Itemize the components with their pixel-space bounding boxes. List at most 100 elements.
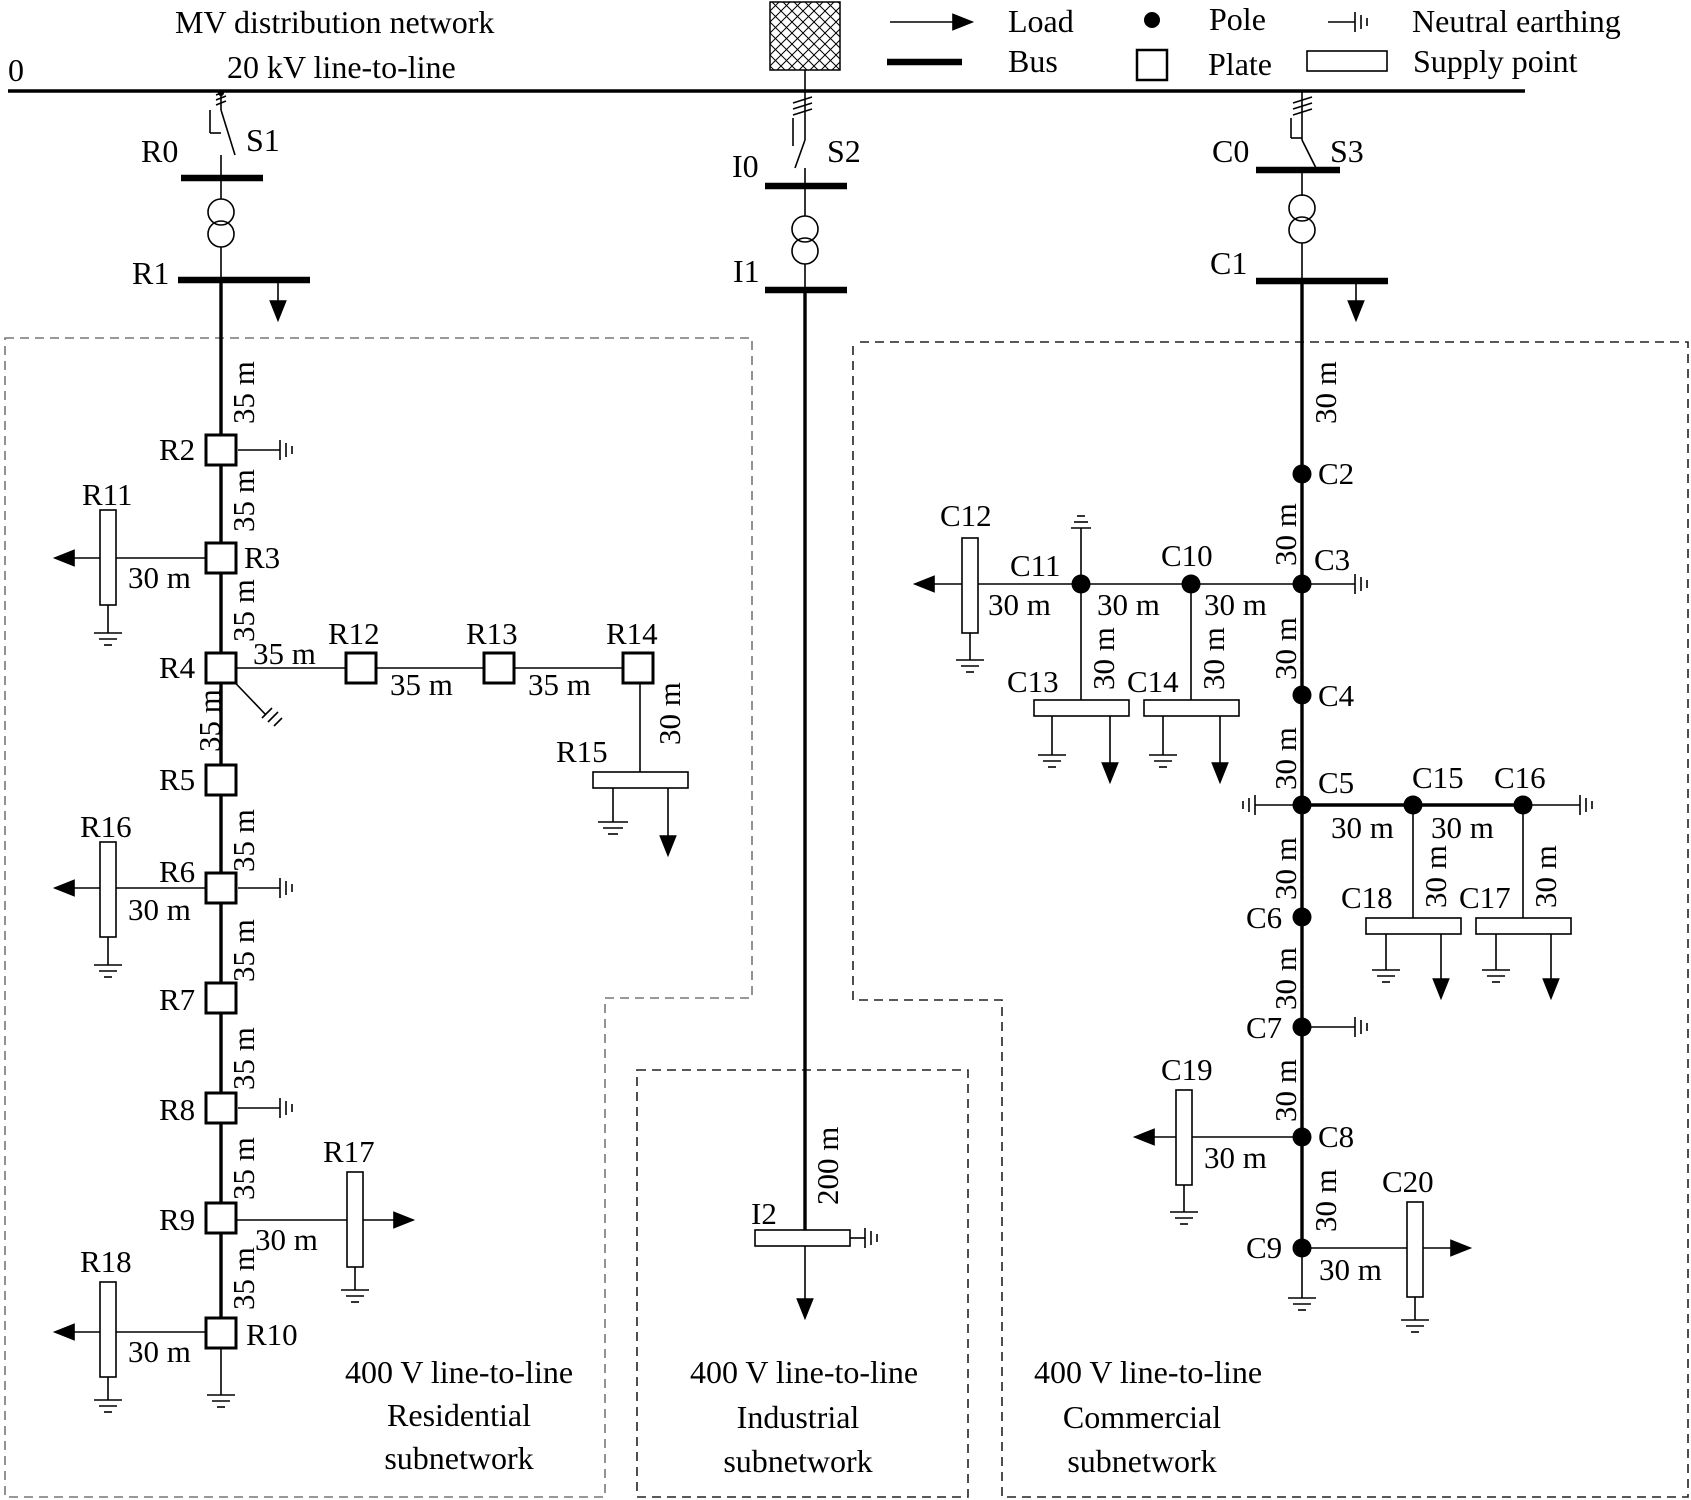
c6-label: C6 — [1246, 900, 1282, 935]
c6-c7-distance: 30 m — [1268, 947, 1303, 1010]
r2-earthing-icon — [238, 440, 293, 460]
mv-title: MV distribution network — [175, 4, 494, 40]
c8-c19-distance: 30 m — [1204, 1140, 1267, 1175]
c19-supply-point[interactable] — [1175, 1089, 1193, 1186]
commercial-caption-voltage: 400 V line-to-line — [1034, 1354, 1262, 1390]
r16-supply-point[interactable] — [99, 841, 117, 938]
c7-pole[interactable] — [1292, 1017, 1312, 1037]
c12-supply-point[interactable] — [961, 537, 979, 634]
c18-label: C18 — [1341, 880, 1393, 915]
c10-label: C10 — [1161, 538, 1213, 573]
c15-label: C15 — [1412, 760, 1464, 795]
r13-r14-distance: 35 m — [528, 667, 591, 702]
c15-pole[interactable] — [1403, 795, 1423, 815]
r3-label: R3 — [244, 540, 280, 575]
s1-switch-earth-icon — [209, 90, 227, 134]
r7-plate[interactable] — [204, 981, 238, 1015]
c8-label: C8 — [1318, 1119, 1354, 1154]
c16-pole[interactable] — [1513, 795, 1533, 815]
industrial-feeder: S2 I0 I1 I2 200 m 400 V line-to-line Ind… — [690, 91, 918, 1479]
r10-plate[interactable] — [204, 1316, 238, 1350]
residential-caption-type: subnetwork — [384, 1440, 533, 1476]
r11-supply-point[interactable] — [99, 509, 117, 606]
residential-boundary — [4, 337, 753, 1498]
r18-supply-point[interactable] — [99, 1281, 117, 1378]
i2-earthing-icon — [850, 1228, 878, 1248]
mv-network: MV distribution network 20 kV line-to-li… — [8, 1, 1525, 93]
r9-r17-distance: 30 m — [255, 1222, 318, 1257]
s1-label: S1 — [246, 122, 280, 158]
r5-plate[interactable] — [204, 763, 238, 797]
r13-plate[interactable] — [482, 651, 516, 685]
c4-pole[interactable] — [1292, 685, 1312, 705]
r4-plate[interactable] — [204, 651, 238, 685]
r9-r10-distance: 35 m — [226, 1247, 261, 1310]
c7-earthing-icon — [1302, 1017, 1368, 1037]
s3-switch[interactable] — [1301, 139, 1317, 169]
c18-supply-point[interactable] — [1365, 917, 1462, 935]
c9-c20-distance: 30 m — [1319, 1252, 1382, 1287]
legend: Load Bus Pole Plate Neutral earthing Sup… — [887, 1, 1621, 82]
r7-r8-distance: 35 m — [226, 1027, 261, 1090]
r15-label: R15 — [556, 734, 608, 769]
r12-plate[interactable] — [344, 651, 378, 685]
s2-switch-earth-icon — [792, 96, 813, 146]
c2-c3-distance: 30 m — [1268, 503, 1303, 566]
commercial-feeder: S3 C0 C1 — [912, 91, 1593, 1479]
i2-supply-point[interactable] — [754, 1229, 851, 1247]
c10-pole[interactable] — [1181, 574, 1201, 594]
r7-label: R7 — [159, 982, 195, 1017]
pole-legend-dot — [1144, 12, 1160, 28]
c1-label: C1 — [1210, 245, 1247, 281]
legend-load: Load — [1008, 3, 1074, 39]
c2-label: C2 — [1318, 456, 1354, 491]
c6-pole[interactable] — [1292, 907, 1312, 927]
r0-label: R0 — [141, 133, 178, 169]
c3-pole[interactable] — [1292, 574, 1312, 594]
industrial-caption-type: subnetwork — [723, 1443, 872, 1479]
r8-plate[interactable] — [204, 1091, 238, 1125]
r6-plate[interactable] — [204, 871, 238, 905]
c11-pole[interactable] — [1071, 574, 1091, 594]
c20-label: C20 — [1382, 1164, 1434, 1199]
r17-supply-point[interactable] — [346, 1171, 364, 1268]
r2-plate[interactable] — [204, 433, 238, 467]
r9-plate[interactable] — [204, 1201, 238, 1235]
c9-pole[interactable] — [1292, 1238, 1312, 1258]
r3-plate[interactable] — [204, 541, 238, 575]
c8-c9-distance: 30 m — [1308, 1169, 1343, 1232]
c10-c14-distance: 30 m — [1196, 627, 1231, 690]
c17-label: C17 — [1459, 880, 1511, 915]
residential-transformer-icon — [207, 198, 235, 248]
c8-pole[interactable] — [1292, 1127, 1312, 1147]
s2-switch[interactable] — [794, 139, 806, 169]
r16-label: R16 — [80, 809, 132, 844]
c20-supply-point[interactable] — [1406, 1201, 1424, 1298]
r14-plate[interactable] — [621, 651, 655, 685]
c15-c16-distance: 30 m — [1431, 810, 1494, 845]
commercial-transformer-icon — [1288, 194, 1316, 244]
r11-label: R11 — [82, 477, 133, 512]
c13-supply-point[interactable] — [1033, 699, 1130, 717]
c1-c2-distance: 30 m — [1308, 361, 1343, 424]
c5-pole[interactable] — [1292, 795, 1312, 815]
commercial-boundary — [852, 340, 1689, 1498]
earthing-legend-icon — [1328, 12, 1368, 32]
c15-c18-distance: 30 m — [1418, 845, 1453, 908]
i1-label: I1 — [733, 253, 760, 289]
c17-supply-point[interactable] — [1475, 917, 1572, 935]
legend-bus: Bus — [1008, 43, 1058, 79]
c14-label: C14 — [1127, 664, 1179, 699]
r6-earthing-icon — [238, 878, 293, 898]
r13-label: R13 — [466, 616, 518, 651]
r1-label: R1 — [132, 255, 169, 291]
c5-c6-distance: 30 m — [1268, 837, 1303, 900]
r15-supply-point[interactable] — [592, 771, 689, 789]
industrial-caption-name: Industrial — [737, 1399, 860, 1435]
r4-label: R4 — [159, 650, 196, 685]
s1-switch[interactable] — [220, 109, 236, 156]
c14-supply-point[interactable] — [1143, 699, 1240, 717]
mv-voltage: 20 kV line-to-line — [227, 49, 456, 85]
c2-pole[interactable] — [1292, 464, 1312, 484]
